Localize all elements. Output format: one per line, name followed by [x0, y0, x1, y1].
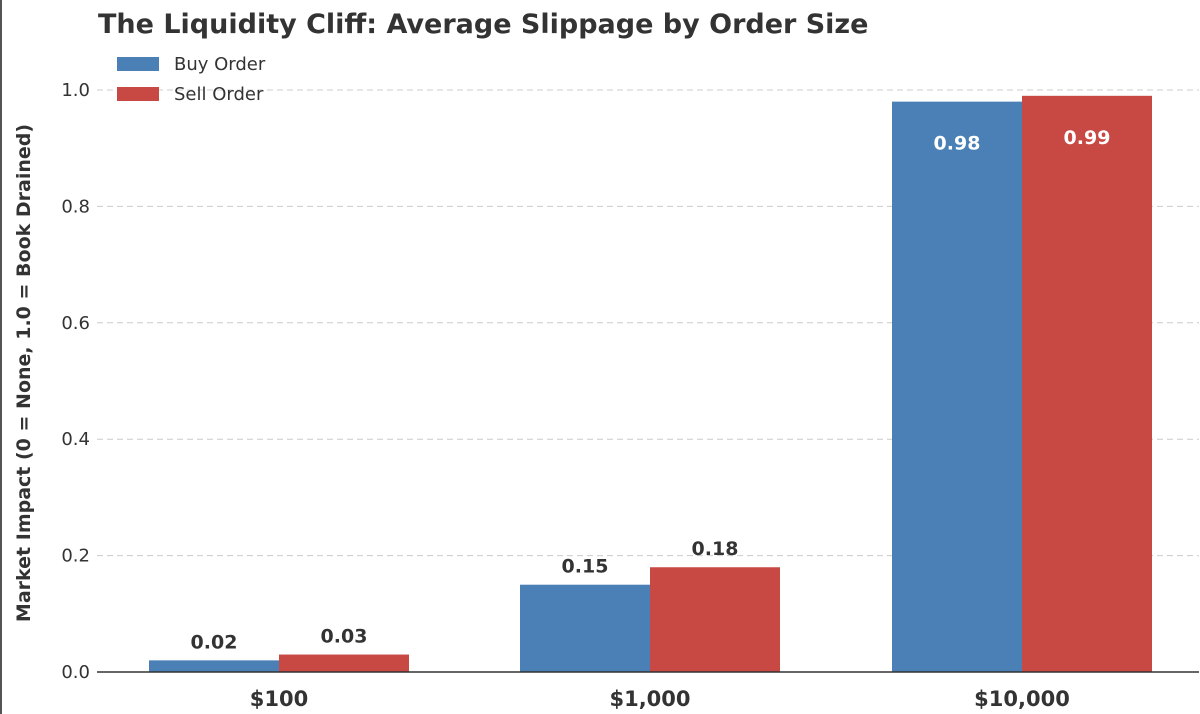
bar-sell-order [1022, 95, 1152, 672]
data-label: 0.15 [562, 556, 609, 578]
data-label: 0.03 [321, 626, 368, 648]
bar-sell-order [279, 654, 409, 672]
y-tick-label: 0.6 [61, 313, 90, 334]
x-tick-label: $100 [250, 687, 308, 711]
bar-sell-order [650, 567, 780, 672]
y-tick-labels: 0.0 0.2 0.4 0.6 0.8 1.0 [61, 80, 90, 683]
labels-layer: 0.02 0.03 0.15 0.18 0.98 0.99 [191, 127, 1111, 654]
y-tick-label: 0.0 [61, 662, 90, 683]
data-label: 0.99 [1064, 127, 1111, 149]
data-label: 0.02 [191, 631, 238, 653]
y-tick-label: 0.8 [61, 196, 90, 217]
grid-layer [97, 89, 1199, 557]
legend: Buy Order Sell Order [117, 54, 266, 105]
bar-buy-order [520, 584, 650, 672]
x-tick-label: $1,000 [609, 687, 690, 711]
data-label: 0.98 [934, 133, 981, 155]
legend-label: Buy Order [174, 54, 266, 75]
legend-label: Sell Order [174, 84, 264, 105]
bar-buy-order [149, 660, 279, 672]
x-tick-labels: $100 $1,000 $10,000 [250, 687, 1070, 711]
x-tick-label: $10,000 [974, 687, 1070, 711]
y-tick-label: 0.4 [61, 429, 90, 450]
bar-buy-order [892, 101, 1022, 672]
y-tick-label: 0.2 [61, 546, 90, 567]
chart-title: The Liquidity Cliff: Average Slippage by… [98, 9, 868, 40]
legend-swatch [117, 57, 159, 71]
y-axis-label: Market Impact (0 = None, 1.0 = Book Drai… [13, 124, 35, 622]
legend-swatch [117, 87, 159, 101]
y-tick-label: 1.0 [61, 80, 90, 101]
data-label: 0.18 [692, 538, 739, 560]
bars-layer [149, 95, 1152, 672]
